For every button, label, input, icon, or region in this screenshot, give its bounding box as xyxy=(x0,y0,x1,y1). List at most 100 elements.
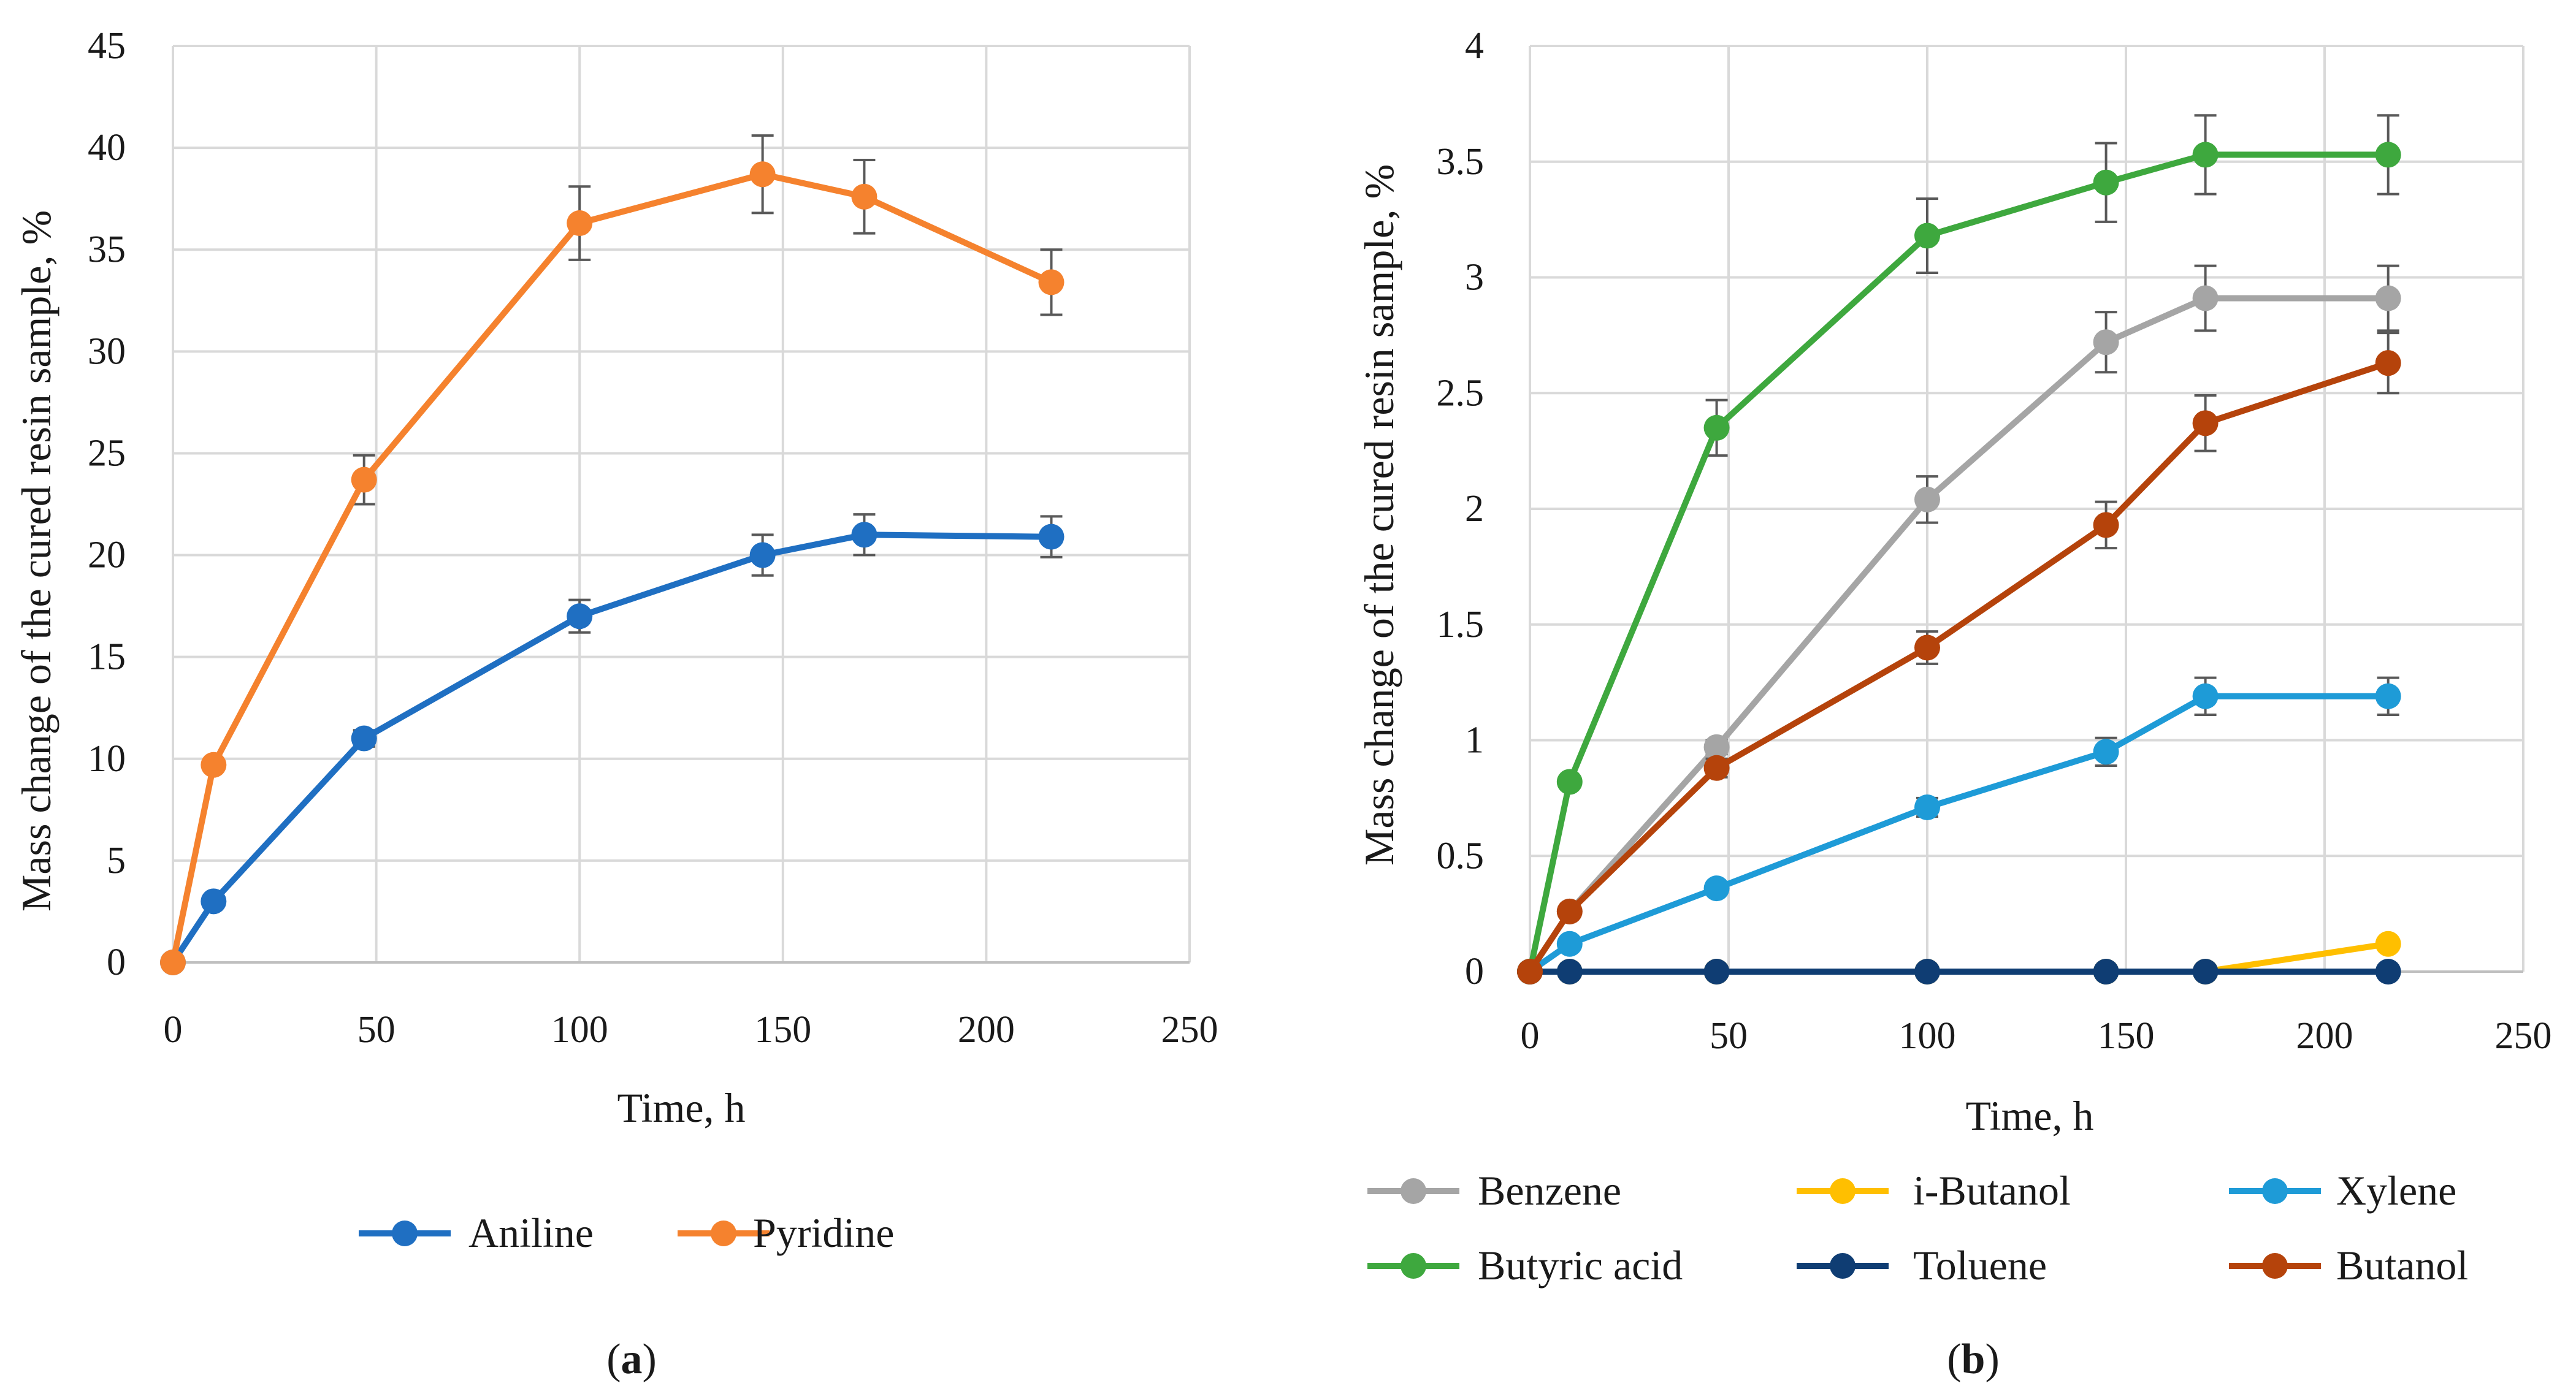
y-tick-label-a: 10 xyxy=(88,738,126,780)
data-point-aniline xyxy=(851,522,877,548)
legend-label-xylene: Xylene xyxy=(2336,1167,2456,1214)
data-point-aniline xyxy=(749,542,776,568)
data-point-butyric-acid xyxy=(2192,142,2219,168)
series-line-butanol xyxy=(1527,360,2391,975)
data-point-toluene xyxy=(2375,959,2401,985)
data-point-butanol xyxy=(2192,410,2219,436)
legend-marker-pyridine xyxy=(711,1221,736,1246)
legend-label-butanol: Butanol xyxy=(2336,1242,2468,1289)
grid-b xyxy=(1529,45,2524,973)
series-layer-b xyxy=(1517,114,2401,985)
data-point-toluene xyxy=(1703,959,1730,985)
data-point-butanol xyxy=(2375,350,2401,376)
series-line-pyridine xyxy=(170,171,1055,966)
legend-item-i-butanol: i-Butanol xyxy=(1797,1167,2071,1214)
data-point-pyridine xyxy=(351,467,377,493)
chart-panel-b: 0 0.5 1 1.5 2 2.5 3 3.5 4 0 50 100 150 200 250 Time, h… xyxy=(1356,25,2552,1383)
x-tick-label-b: 200 xyxy=(2296,1015,2353,1057)
legend-marker-i-butanol xyxy=(1830,1178,1856,1204)
x-tick-label-a: 150 xyxy=(754,1009,811,1051)
legend-marker-aniline xyxy=(392,1221,418,1246)
y-tick-label-a: 15 xyxy=(88,636,126,678)
series-butyric-acid xyxy=(1517,114,2401,985)
data-point-toluene xyxy=(2192,959,2219,985)
legend-marker-butanol xyxy=(2262,1253,2288,1279)
data-point-pyridine xyxy=(749,161,776,188)
legend-item-butanol: Butanol xyxy=(2229,1242,2468,1289)
grid-a xyxy=(172,45,1191,964)
y-tick-label-b: 2.5 xyxy=(1437,372,1485,414)
legend-item-butyric-acid: Butyric acid xyxy=(1367,1242,1683,1289)
x-tick-label-a: 200 xyxy=(958,1009,1015,1051)
data-point-i-butanol xyxy=(2375,931,2401,957)
y-tick-label-a: 40 xyxy=(88,127,126,169)
series-i-butanol xyxy=(1517,931,2401,985)
x-tick-label-b: 0 xyxy=(1521,1015,1540,1057)
data-point-xylene xyxy=(2192,683,2219,709)
x-tick-label-b: 150 xyxy=(2098,1015,2155,1057)
data-point-butanol xyxy=(1517,959,1543,985)
y-tick-label-a: 30 xyxy=(88,330,126,372)
panel-label-a: (a) xyxy=(606,1336,657,1383)
data-point-aniline xyxy=(1038,524,1064,550)
data-point-pyridine xyxy=(1038,269,1064,295)
y-tick-label-a: 45 xyxy=(88,25,126,67)
legend-label-aniline: Aniline xyxy=(468,1209,594,1256)
y-tick-label-b: 4 xyxy=(1465,25,1484,67)
series-butanol xyxy=(1517,332,2401,985)
y-tick-label-a: 25 xyxy=(88,432,126,474)
data-point-toluene xyxy=(1914,959,1940,985)
x-tick-label-a: 100 xyxy=(551,1009,608,1051)
chart-panel-a: 0 5 10 15 20 25 30 35 40 45 0 50 100 150 200 250 Time, … xyxy=(13,25,1218,1383)
data-point-butyric-acid xyxy=(1703,414,1730,441)
series-line-xylene xyxy=(1527,693,2391,975)
x-tick-label-a: 50 xyxy=(357,1009,396,1051)
x-tick-label-a: 0 xyxy=(164,1009,183,1051)
series-line-i-butanol xyxy=(1527,940,2391,975)
data-point-aniline xyxy=(351,725,377,752)
legend-item-pyridine: Pyridine xyxy=(678,1209,894,1256)
y-tick-label-a: 0 xyxy=(107,942,126,983)
series-aniline xyxy=(160,513,1064,975)
data-point-butanol xyxy=(1914,634,1940,661)
x-axis-title-b: Time, h xyxy=(1965,1092,2093,1139)
y-tick-label-b: 0 xyxy=(1465,951,1484,992)
data-point-butyric-acid xyxy=(2375,142,2401,168)
legend-item-aniline: Aniline xyxy=(359,1209,594,1256)
y-tick-label-b: 1.5 xyxy=(1437,604,1485,646)
ticks-b: 0 0.5 1 1.5 2 2.5 3 3.5 4 0 50 100 150 200 250 xyxy=(1437,25,2552,1057)
y-tick-label-b: 2 xyxy=(1465,488,1484,530)
legend-label-pyridine: Pyridine xyxy=(753,1209,894,1256)
data-point-xylene xyxy=(1703,875,1730,902)
panel-label-b: (b) xyxy=(1947,1336,2000,1383)
data-point-pyridine xyxy=(160,950,186,975)
series-line-benzene xyxy=(1527,295,2391,975)
data-point-benzene xyxy=(2192,285,2219,311)
legend-label-benzene: Benzene xyxy=(1478,1167,1621,1214)
y-tick-label-b: 0.5 xyxy=(1437,835,1485,877)
legend-item-benzene: Benzene xyxy=(1367,1167,1621,1214)
data-point-butanol xyxy=(2093,512,2119,538)
data-point-benzene xyxy=(1703,734,1730,760)
y-tick-label-a: 20 xyxy=(88,535,126,576)
legend-marker-toluene xyxy=(1830,1253,1856,1279)
ticks-a: 0 5 10 15 20 25 30 35 40 45 0 50 100 150 200 250 xyxy=(88,25,1218,1051)
data-point-xylene xyxy=(1914,794,1940,820)
series-layer-a xyxy=(160,134,1064,975)
error-bars-aniline xyxy=(353,513,1063,748)
series-line-aniline xyxy=(170,531,1055,966)
data-point-aniline xyxy=(567,603,593,630)
data-point-benzene xyxy=(2375,285,2401,311)
data-point-pyridine xyxy=(201,752,227,778)
panel-letter-a: a xyxy=(621,1336,643,1383)
x-axis-title-a: Time, h xyxy=(617,1084,745,1131)
data-point-benzene xyxy=(2093,329,2119,356)
legend-item-toluene: Toluene xyxy=(1797,1242,2047,1289)
legend-a: Aniline Pyridine xyxy=(359,1209,894,1256)
x-tick-label-b: 100 xyxy=(1899,1015,1956,1057)
legend-marker-butyric-acid xyxy=(1401,1253,1426,1279)
data-point-xylene xyxy=(2375,683,2401,709)
y-tick-label-a: 5 xyxy=(107,840,126,882)
data-point-butyric-acid xyxy=(1556,769,1583,795)
